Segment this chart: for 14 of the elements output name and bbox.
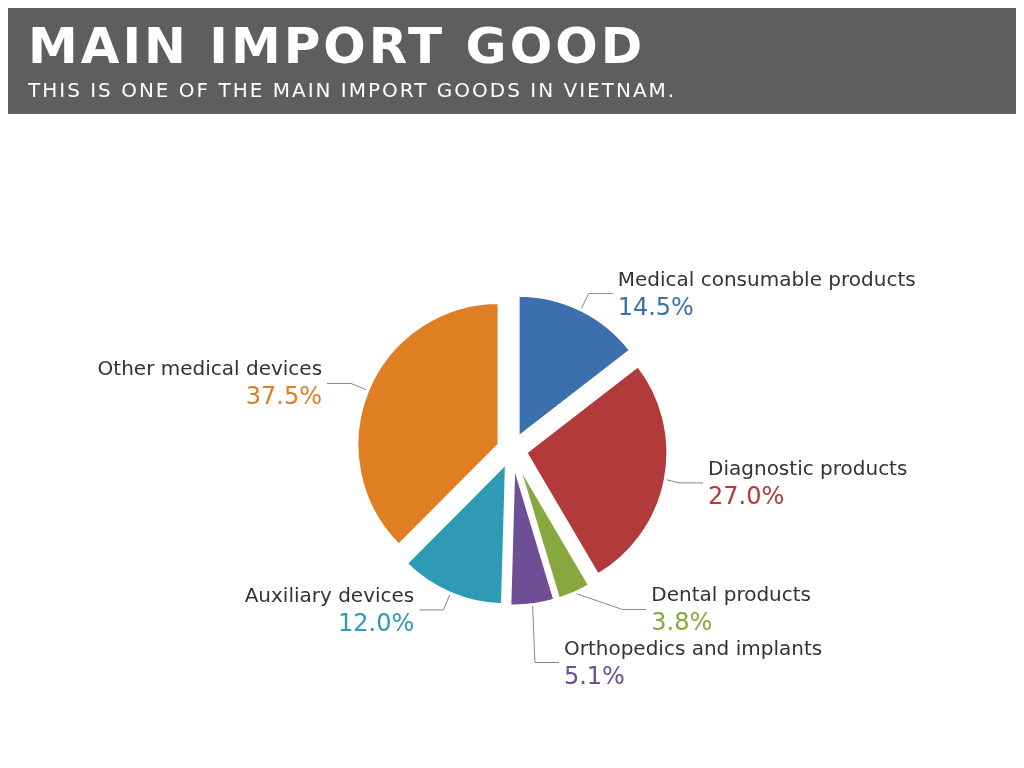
slice-label: Other medical devices [97, 356, 323, 381]
data-label: 3.8% [651, 608, 713, 637]
slice-label: Orthopedics and implants [563, 635, 823, 660]
data-label: 27.0% [708, 481, 785, 510]
data-label: 14.5% [617, 292, 694, 321]
chart-subtitle: THIS IS ONE OF THE MAIN IMPORT GOODS IN VIETNAM. [28, 77, 678, 104]
slice-label: Auxiliary devices [244, 582, 415, 607]
slice-label: Dental products [651, 582, 812, 607]
slice-label: Diagnostic products [708, 455, 908, 480]
slice-label: Medical consumable products [617, 266, 916, 291]
chart-title: MAIN IMPORT GOOD [28, 16, 647, 76]
data-label: 37.5% [245, 382, 323, 411]
data-label: 5.1% [563, 661, 625, 690]
data-label: 12.0% [338, 608, 415, 637]
